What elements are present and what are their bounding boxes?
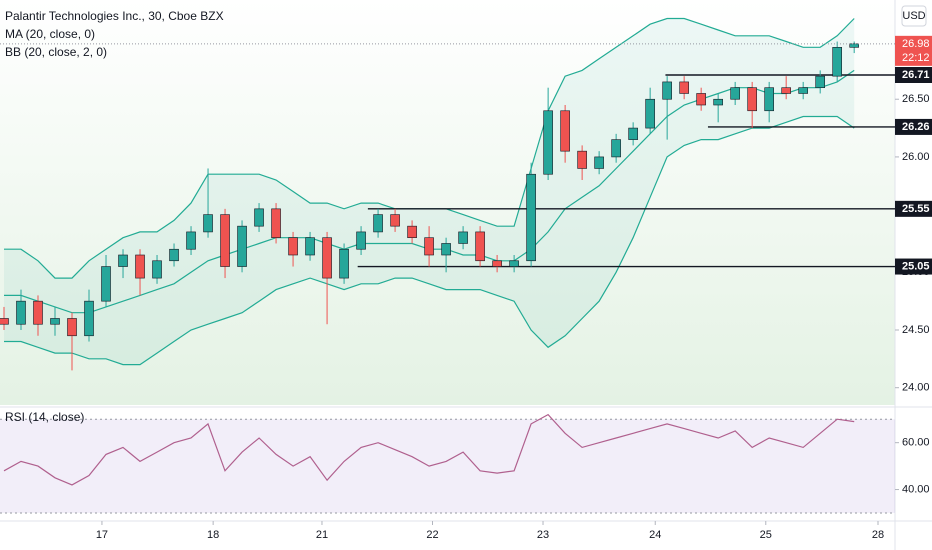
x-tick-label: 21 [316,529,328,541]
x-tick-label: 22 [426,529,438,541]
rsi-band [0,419,895,513]
candle-body [764,87,774,112]
bb-fill [4,18,855,365]
candle-body [407,225,417,238]
candle-body [84,300,94,337]
candle-body [713,98,723,106]
level-label-bg [895,258,932,275]
candle-body [118,254,128,267]
bb-legend: BB (20, close, 2, 0) [5,45,107,59]
candle-body [679,81,689,94]
x-tick-label: 24 [649,529,661,541]
y-tick-label: 26.50 [902,93,930,105]
rsi-legend: RSI (14, close) [5,410,84,424]
rsi-line [3,413,855,486]
candle-body [186,231,196,250]
x-tick-label: 18 [207,529,219,541]
ma-legend: MA (20, close, 0) [5,27,95,41]
candle-body [305,237,315,256]
x-tick-label: 23 [537,529,549,541]
candle-body [373,214,383,233]
x-tick-label: 25 [760,529,772,541]
candle-body [509,260,519,267]
candle-body [101,266,111,302]
candle-body [220,214,230,267]
candle-body [747,87,757,112]
countdown: 22:12 [902,52,930,64]
candle-body [560,110,570,152]
candle-body [339,248,349,279]
candle-body [628,127,638,140]
candle-body [169,248,179,262]
level-label: 25.05 [902,260,930,272]
candle-body [135,254,145,279]
candle-body [322,237,332,279]
y-tick-label: 24.50 [902,324,930,336]
candle-body [458,231,468,244]
candle-body [475,231,485,262]
level-label-bg [895,200,932,217]
candle-body [492,260,502,267]
candle-body [50,318,60,325]
bb-lower [4,115,855,366]
candle-body [526,173,536,262]
candle-body [543,110,553,175]
symbol-title: Palantir Technologies Inc., 30, Cboe BZX [5,9,224,23]
rsi-y-tick-label: 40.00 [902,483,930,495]
candle-body [237,225,247,267]
candle-body [662,81,672,100]
currency-box[interactable] [901,5,927,27]
candle-body [203,214,213,233]
rsi-y-tick-label: 60.00 [902,437,930,449]
candle-body [390,214,400,227]
candle-body [611,139,621,158]
candle-body [798,87,808,94]
y-tick-label: 24.00 [902,382,930,394]
candle-body [849,43,859,48]
candle-body [424,237,434,256]
level-label-bg [895,67,932,83]
candle-body [696,93,706,106]
candle-body [577,150,587,169]
x-tick-label: 28 [872,529,884,541]
candle-body [271,208,281,238]
candle-body [594,156,604,169]
level-label: 26.26 [902,121,930,133]
candle-body [152,260,162,279]
candle-body [645,98,655,129]
candle-body [0,318,9,325]
level-label-bg [895,118,932,135]
level-label: 25.55 [902,203,930,215]
candle-body [441,243,451,256]
candle-body [254,208,264,227]
candle-body [67,318,77,337]
last-price-bg [895,35,932,66]
level-label: 26.71 [902,69,930,81]
x-tick-label: 17 [96,529,108,541]
candle-body [33,300,43,325]
marks: 24.0024.5025.0026.0026.5040.0060.0017182… [0,17,932,541]
candle-body [815,75,825,88]
candle-body [356,231,366,250]
candle-body [288,237,298,256]
last-price-label: 26.98 [902,38,930,50]
price-pane [0,0,895,405]
candle-body [832,47,842,77]
currency: USD [902,10,925,22]
candle-body [781,87,791,94]
candle-body [16,300,26,325]
candle-body [730,87,740,100]
y-tick-label: 26.00 [902,151,930,163]
